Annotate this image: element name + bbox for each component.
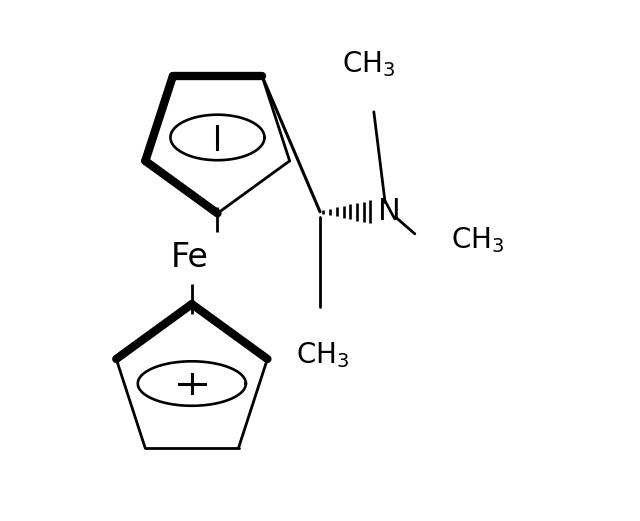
Text: N: N bbox=[378, 197, 401, 226]
Text: Fe: Fe bbox=[170, 241, 208, 275]
Text: CH$_3$: CH$_3$ bbox=[296, 340, 349, 370]
Text: CH$_3$: CH$_3$ bbox=[342, 48, 396, 79]
Text: CH$_3$: CH$_3$ bbox=[451, 225, 504, 255]
